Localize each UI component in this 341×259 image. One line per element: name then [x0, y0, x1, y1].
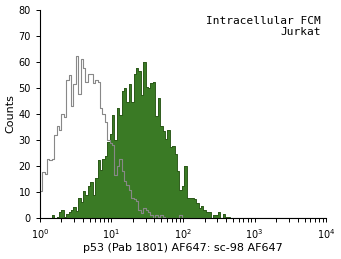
Y-axis label: Counts: Counts — [5, 94, 16, 133]
X-axis label: p53 (Pab 1801) AF647: sc-98 AF647: p53 (Pab 1801) AF647: sc-98 AF647 — [83, 243, 283, 254]
Text: Intracellular FCM
Jurkat: Intracellular FCM Jurkat — [206, 16, 321, 37]
